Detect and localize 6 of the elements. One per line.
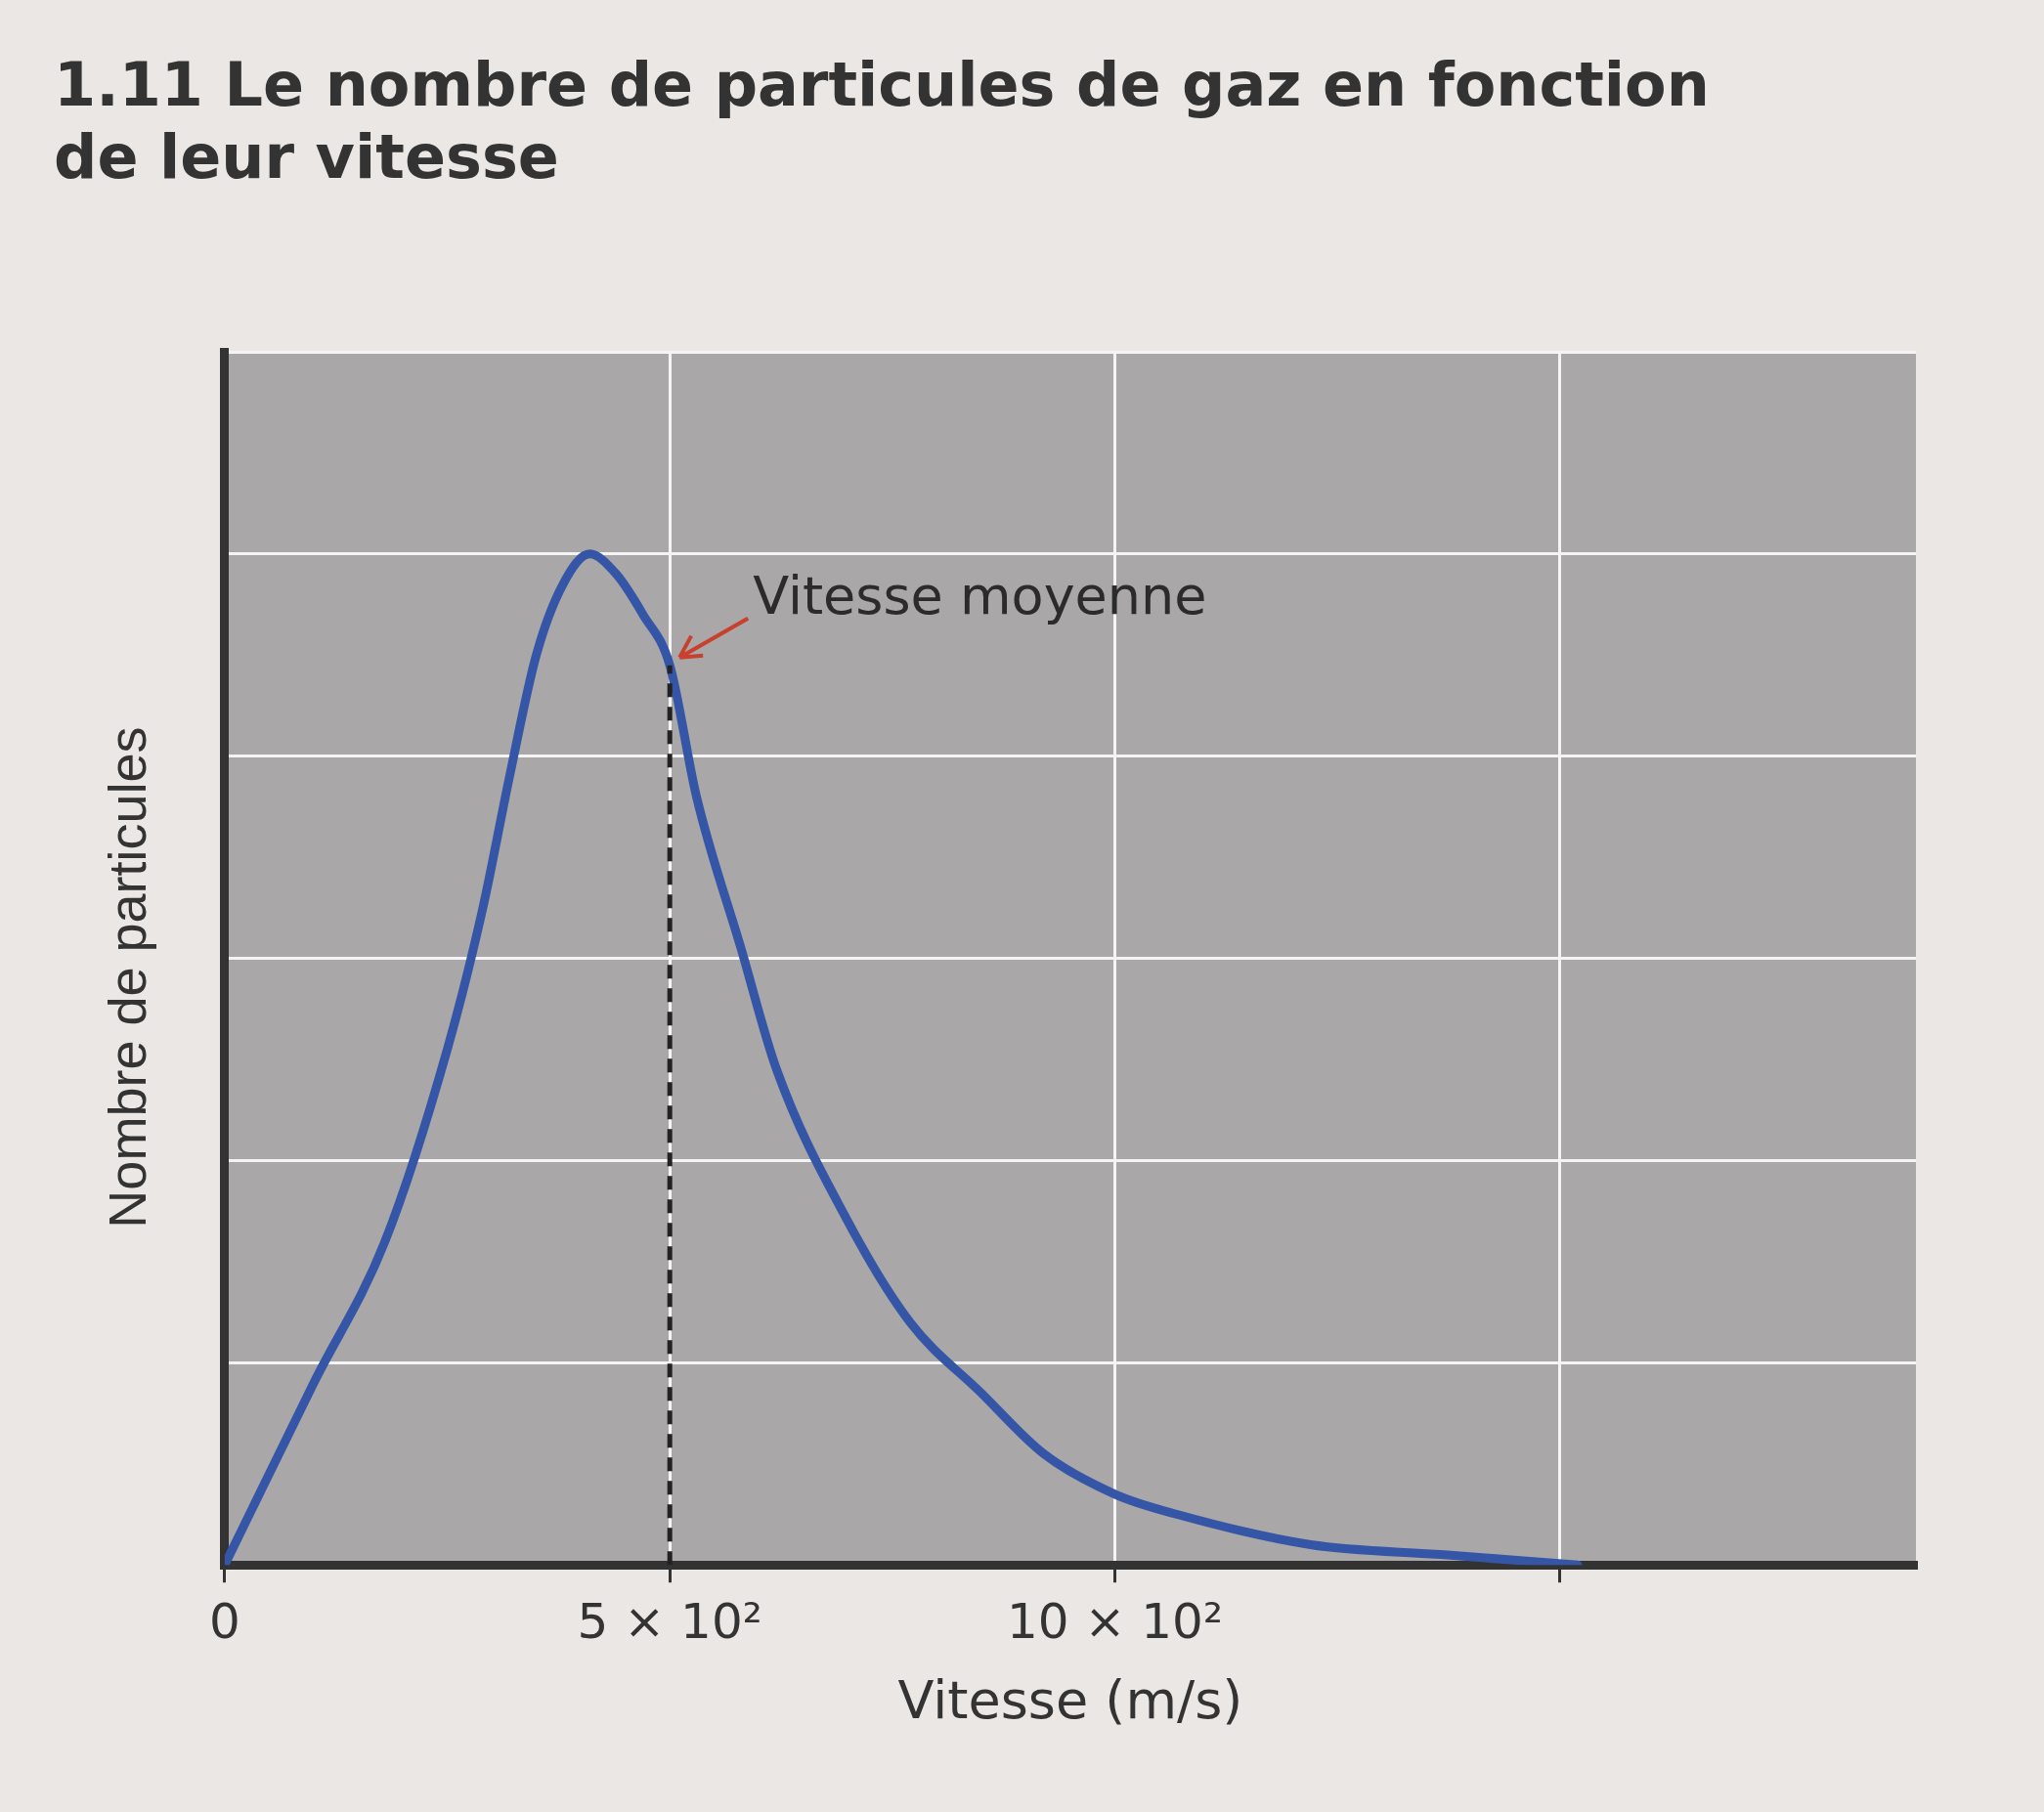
x-tick-label: 5 × 10² xyxy=(577,1593,762,1651)
y-axis-title: Nombre de particules xyxy=(97,726,157,1229)
x-axis-title: Vitesse (m/s) xyxy=(897,1668,1243,1731)
x-tick-label: 10 × 10² xyxy=(1006,1593,1223,1651)
chart-title: 1.11 Le nombre de particules de gaz en fonction de leur vitesse xyxy=(54,49,1711,194)
x-tick-label: 0 xyxy=(209,1593,240,1651)
